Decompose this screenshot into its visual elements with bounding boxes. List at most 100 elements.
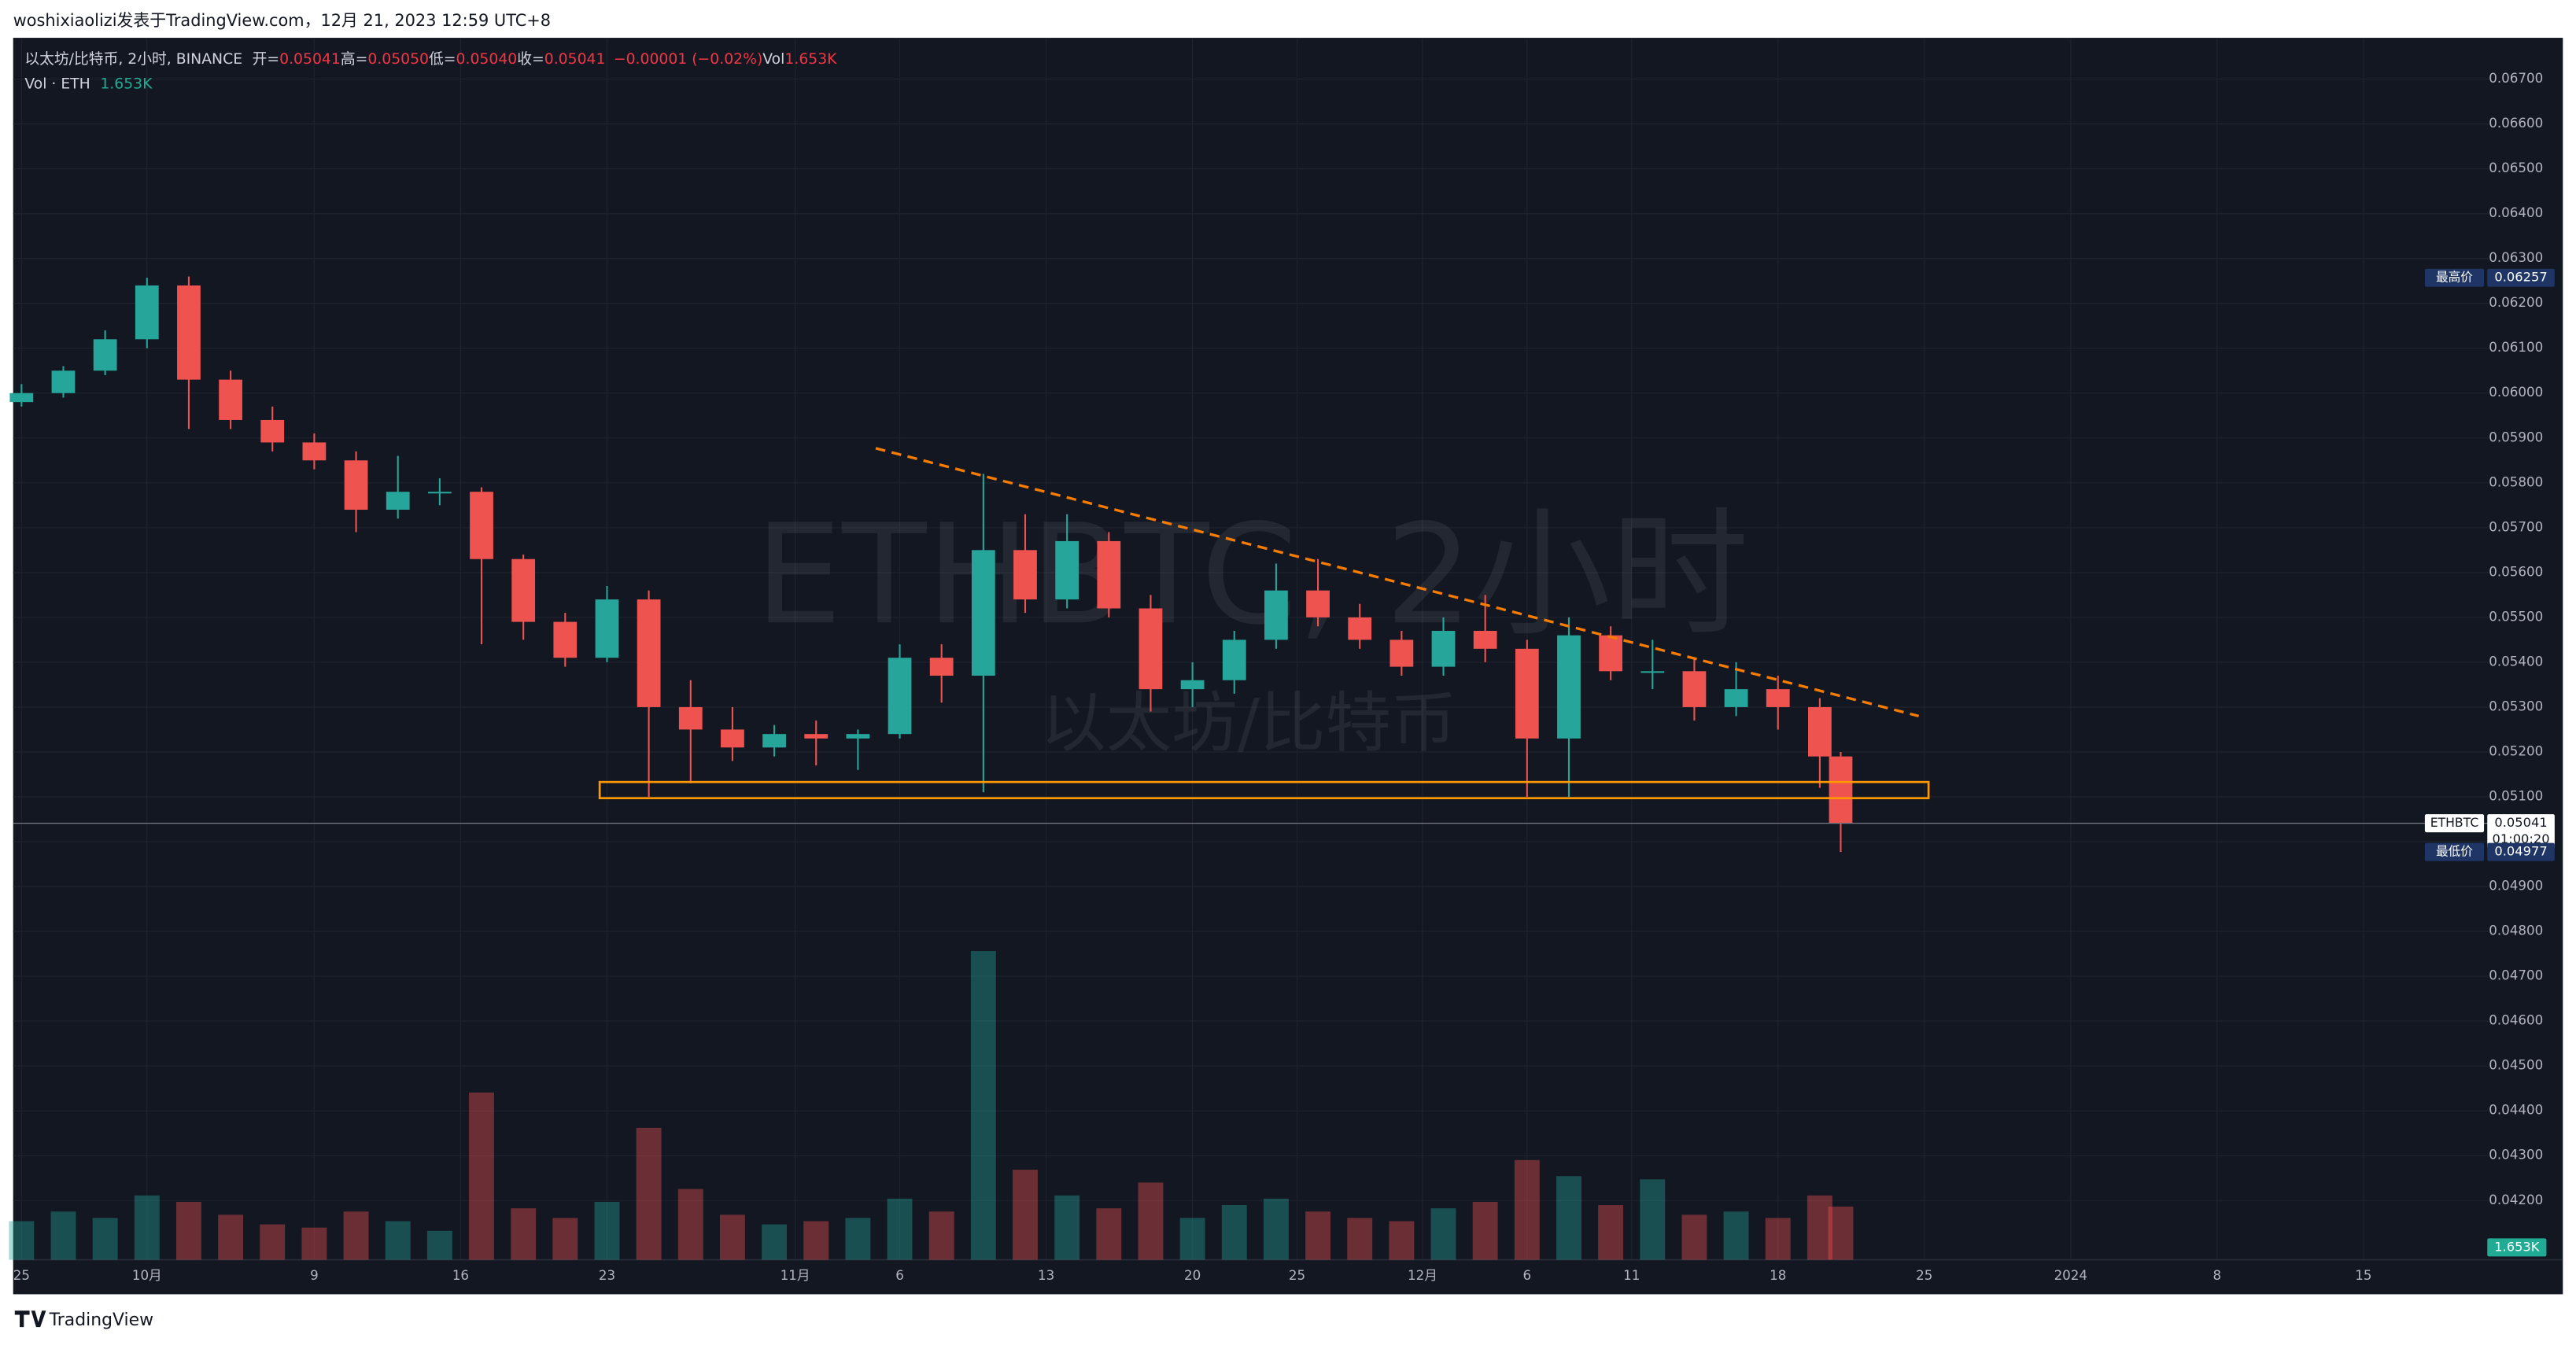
candle-body bbox=[1139, 608, 1163, 690]
volume-bar bbox=[1013, 1170, 1038, 1260]
x-tick-label: 20 bbox=[1184, 1267, 1201, 1283]
x-tick-label: 25 bbox=[13, 1267, 30, 1283]
x-tick-label: 11月 bbox=[781, 1267, 810, 1283]
volume-bar bbox=[552, 1218, 578, 1260]
volume-bar bbox=[1828, 1206, 1854, 1260]
x-tick-label: 6 bbox=[895, 1267, 904, 1283]
x-tick-label: 25 bbox=[1916, 1267, 1932, 1283]
y-tick-label: 0.06300 bbox=[2489, 249, 2543, 265]
volume-bar bbox=[1472, 1201, 1498, 1260]
watermark-name: 以太坊/比特币 bbox=[1040, 684, 1456, 761]
candle-body bbox=[846, 734, 870, 739]
x-tick-label: 6 bbox=[1523, 1267, 1532, 1283]
volume-legend-value: 1.653K bbox=[100, 76, 153, 92]
volume-bar bbox=[469, 1092, 494, 1260]
footer-brand: TradingView bbox=[49, 1310, 153, 1330]
legend-field-value: 0.05040 bbox=[456, 51, 518, 68]
volume-bar bbox=[1179, 1218, 1205, 1260]
y-tick-label: 0.05900 bbox=[2489, 429, 2543, 444]
candle-body bbox=[929, 658, 954, 676]
y-tick-label: 0.05300 bbox=[2489, 698, 2543, 713]
volume-bar bbox=[134, 1195, 160, 1260]
volume-legend-name: Vol · ETH bbox=[24, 76, 90, 92]
volume-tag-box bbox=[2487, 1238, 2547, 1257]
volume-bar bbox=[1556, 1176, 1581, 1260]
y-tick-label: 0.04900 bbox=[2489, 878, 2543, 894]
volume-bar bbox=[1054, 1195, 1080, 1260]
volume-legend: Vol · ETH 1.653K bbox=[24, 76, 153, 92]
volume-bar bbox=[1807, 1195, 1832, 1260]
volume-bar bbox=[50, 1211, 76, 1260]
y-tick-label: 0.06700 bbox=[2489, 70, 2543, 86]
price-tag-value: 0.04977 bbox=[2494, 844, 2547, 859]
y-tick-label: 0.06500 bbox=[2489, 160, 2543, 175]
y-tick-label: 0.04500 bbox=[2489, 1057, 2543, 1073]
y-tick-label: 0.05400 bbox=[2489, 653, 2543, 669]
y-tick-label: 0.04800 bbox=[2489, 923, 2543, 938]
volume-bar bbox=[1681, 1214, 1707, 1260]
candle-body bbox=[302, 442, 327, 461]
candle-body bbox=[595, 599, 619, 658]
candle-body bbox=[1222, 639, 1246, 680]
price-tag-value: 0.06257 bbox=[2494, 270, 2547, 285]
y-tick-label: 0.04700 bbox=[2489, 968, 2543, 983]
volume-bar bbox=[1765, 1218, 1791, 1260]
candle-body bbox=[1640, 671, 1665, 673]
candle-body bbox=[344, 460, 368, 510]
candle-body bbox=[1829, 756, 1853, 824]
candle-body bbox=[260, 419, 285, 443]
candle-body bbox=[971, 550, 995, 676]
x-tick-label: 2024 bbox=[2054, 1267, 2087, 1283]
volume-bar bbox=[426, 1230, 452, 1260]
volume-bar bbox=[1347, 1218, 1373, 1260]
candle-body bbox=[1682, 671, 1707, 707]
y-tick-label: 0.05100 bbox=[2489, 788, 2543, 804]
candle-body bbox=[1180, 680, 1205, 690]
watermark-symbol: ETHBTC, 2小时 bbox=[755, 495, 1748, 655]
candle-body bbox=[9, 393, 34, 403]
volume-bar bbox=[1598, 1205, 1624, 1260]
support-zone bbox=[598, 780, 1930, 800]
x-tick-label: 23 bbox=[599, 1267, 615, 1283]
volume-bar bbox=[594, 1201, 620, 1260]
candle-body bbox=[470, 492, 493, 559]
x-tick-label: 13 bbox=[1038, 1267, 1054, 1283]
volume-bar bbox=[385, 1221, 411, 1260]
legend-field-value: 1.653K bbox=[784, 51, 837, 68]
x-tick-label: 12月 bbox=[1408, 1267, 1437, 1283]
legend-field-value: 0.05041 bbox=[279, 51, 341, 68]
y-tick-label: 0.06200 bbox=[2489, 294, 2543, 310]
candle-body bbox=[1599, 635, 1623, 672]
y-tick-label: 0.05600 bbox=[2489, 563, 2543, 579]
x-tick-label: 16 bbox=[452, 1267, 469, 1283]
volume-bar bbox=[970, 951, 996, 1260]
legend-field-name: 高= bbox=[341, 50, 368, 68]
volume-bar bbox=[1221, 1205, 1247, 1260]
price-tag-label-box bbox=[2424, 842, 2485, 861]
volume-bar bbox=[260, 1224, 286, 1260]
legend-field-value: 0.05050 bbox=[367, 51, 429, 68]
legend-field-value: −0.00001 (−0.02%) bbox=[614, 51, 762, 68]
volume-bar bbox=[1138, 1182, 1164, 1260]
candle-body bbox=[386, 492, 410, 510]
volume-bar bbox=[1723, 1211, 1749, 1260]
y-tick-label: 0.05800 bbox=[2489, 474, 2543, 489]
y-tick-label: 0.05200 bbox=[2489, 743, 2543, 758]
volume-bar bbox=[1514, 1159, 1540, 1260]
y-tick-label: 0.06100 bbox=[2489, 339, 2543, 355]
candle-body bbox=[51, 370, 76, 393]
price-tag-countdown: 01:00:20 bbox=[2493, 831, 2550, 846]
candle-body bbox=[888, 658, 912, 735]
volume-bar bbox=[887, 1198, 913, 1260]
candle-body bbox=[1808, 706, 1832, 757]
price-tag-label: 最低价 bbox=[2436, 844, 2473, 859]
candle-body bbox=[721, 729, 744, 748]
volume-bar bbox=[175, 1201, 201, 1260]
volume-tag: 1.653K bbox=[2494, 1239, 2541, 1254]
legend-symbol: 以太坊/比特币, 2小时, BINANCE bbox=[24, 50, 242, 68]
volume-bar bbox=[845, 1218, 871, 1260]
candle-body bbox=[1724, 689, 1748, 707]
y-tick-label: 0.04300 bbox=[2489, 1147, 2543, 1163]
y-tick-label: 0.06600 bbox=[2489, 115, 2543, 131]
